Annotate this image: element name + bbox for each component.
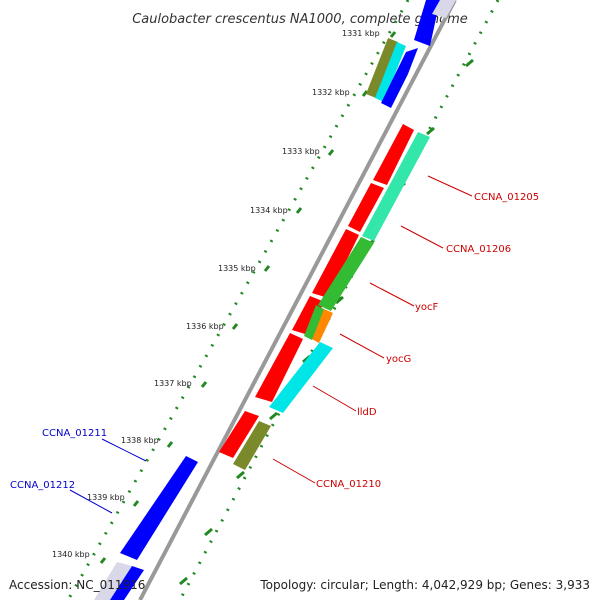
tick-label: 1340 kbp [52,550,90,559]
gene-arrow-red [219,411,259,458]
gene-feature-blue [381,48,418,108]
leader-lines-red [272,175,473,484]
gene-label: yocF [415,302,439,313]
gene-label: CCNA_01210 [316,479,381,490]
tick-label: 1331 kbp [342,29,380,38]
gene-feature-orange [310,309,333,343]
topology-text: Topology: circular; Length: 4,042,929 bp… [260,578,590,592]
outer-dotted-track [178,0,500,600]
gene-label: lldD [357,407,377,418]
tick-label: 1338 kbp [121,436,159,445]
genome-backbone [138,0,457,600]
gene-feature-cyan [269,342,333,413]
gene-feature-faded [432,0,456,18]
gene-feature-teal [362,132,430,241]
tick-label: 1336 kbp [186,322,224,331]
gene-arrow-red [255,333,303,402]
tick-label: 1335 kbp [218,264,256,273]
gene-arrow-red [348,183,384,232]
gene-feature-faded [94,562,132,600]
map-title: Caulobacter crescentus NA1000, complete … [132,12,468,27]
gene-arrow-blue [110,566,144,600]
tick-label: 1332 kbp [312,88,350,97]
gene-feature-olive [366,38,398,98]
gene-label: CCNA_01206 [446,244,511,255]
gene-feature-cyan [375,42,406,102]
gene-label: CCNA_01205 [474,192,539,203]
gene-feature-green [318,237,374,311]
tick-label: 1337 kbp [154,379,192,388]
gene-feature-olive [233,421,271,470]
tick-label: 1334 kbp [250,206,288,215]
gene-feature-green [304,305,324,340]
gene-label: CCNA_01212 [10,480,75,491]
kbp-labels: 1331 kbp 1332 kbp 1333 kbp 1334 kbp 1335… [52,29,380,559]
leader-lines-blue [69,438,147,514]
gene-arrow-blue [120,456,198,560]
inner-dotted-track [66,0,410,600]
gene-arrow-red [312,229,359,298]
accession-text: Accession: NC_011916 [9,578,146,592]
gene-arrow-red [373,124,414,185]
gene-label: yocG [386,354,411,365]
tick-label: 1333 kbp [282,147,320,156]
tick-marks [99,31,397,564]
gene-label: CCNA_01211 [42,428,107,439]
tick-label: 1339 kbp [87,493,125,502]
